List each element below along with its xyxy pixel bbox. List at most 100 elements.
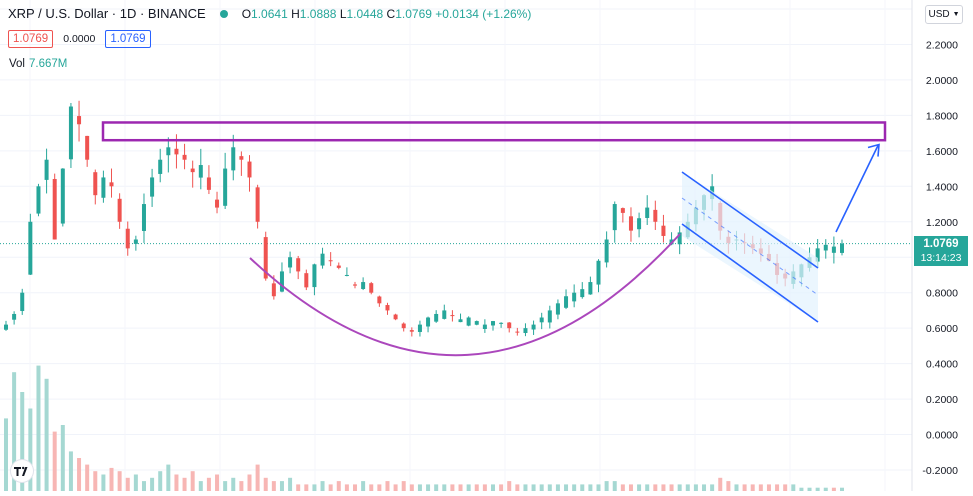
resistance-zone xyxy=(101,121,887,142)
volume-bar xyxy=(661,484,666,491)
candle-body xyxy=(239,156,244,160)
volume-bar xyxy=(409,484,414,491)
candle-body xyxy=(620,208,625,213)
currency-select[interactable]: USD ▼ xyxy=(925,5,963,24)
volume-bar xyxy=(231,477,236,491)
candle-body xyxy=(28,221,33,275)
volume-bar xyxy=(279,481,284,491)
candle-body xyxy=(645,207,650,218)
candle-body xyxy=(296,258,301,272)
volume-bar xyxy=(718,477,723,491)
candle-body xyxy=(588,282,593,295)
volume-bar xyxy=(482,484,487,491)
candle-body xyxy=(247,161,252,178)
volume-bar xyxy=(271,481,276,491)
volume-bar xyxy=(426,484,431,491)
candle-body xyxy=(12,313,17,320)
y-tick-label: 0.4000 xyxy=(926,359,958,371)
symbol-header: XRP / U.S. Dollar · 1D · BINANCE O1.0641… xyxy=(8,6,531,21)
candle-body xyxy=(466,317,471,326)
candle-body xyxy=(815,248,820,262)
sell-price-button[interactable]: 1.0769 xyxy=(8,30,54,48)
candle-body xyxy=(507,322,512,329)
volume-bar xyxy=(531,484,536,491)
candle-body xyxy=(166,147,171,156)
volume-bar xyxy=(507,481,512,491)
candle-body xyxy=(141,204,146,231)
candle-body xyxy=(417,324,422,332)
volume-bar xyxy=(783,484,788,491)
volume-bar xyxy=(645,484,650,491)
candle-body xyxy=(385,305,390,311)
candle-body xyxy=(661,225,666,236)
volume-legend[interactable]: Vol 7.667M xyxy=(9,58,67,70)
volume-bar xyxy=(312,484,317,491)
volume-bar xyxy=(620,484,625,491)
high-value: 1.0888 xyxy=(299,6,337,21)
candle-body xyxy=(474,321,479,325)
volume-bar xyxy=(539,484,544,491)
volume-bar xyxy=(377,484,382,491)
candle-body xyxy=(198,165,203,178)
candle-body xyxy=(304,273,309,288)
volume-bar xyxy=(174,474,179,491)
chevron-down-icon: ▼ xyxy=(952,11,960,18)
volume-bar xyxy=(239,481,244,491)
candle-body xyxy=(450,315,455,317)
candle-body xyxy=(77,116,82,125)
volume-bar xyxy=(815,487,820,491)
volume-bar xyxy=(288,477,293,491)
candle-body xyxy=(109,182,114,187)
status-dot-icon xyxy=(219,9,228,18)
candle-body xyxy=(572,292,577,302)
volume-bar xyxy=(385,481,390,491)
volume-bar xyxy=(685,484,690,491)
volume-bar xyxy=(150,477,155,491)
volume-bar xyxy=(117,471,122,491)
candle-body xyxy=(823,244,828,251)
volume-bar xyxy=(28,408,33,491)
volume-bar xyxy=(840,487,844,491)
volume-bar xyxy=(215,474,220,491)
candle-body xyxy=(150,177,155,197)
last-price-tag: 1.0769 13:14:23 xyxy=(914,236,968,266)
candle-body xyxy=(482,324,487,329)
volume-bar xyxy=(775,484,780,491)
volume-bar xyxy=(60,425,65,491)
buy-price-button[interactable]: 1.0769 xyxy=(105,30,151,48)
candle-body xyxy=(523,328,528,334)
candle-body xyxy=(263,237,268,279)
volume-label: Vol xyxy=(9,58,25,70)
y-tick-label: 0.0000 xyxy=(926,430,958,442)
y-tick-label: 2.2000 xyxy=(926,39,958,51)
candle-body xyxy=(44,159,49,180)
ohlc-readout: O1.0641 H1.0888 L1.0448 C1.0769 +0.0134 … xyxy=(241,6,532,21)
volume-bar xyxy=(580,484,585,491)
volume-bar xyxy=(320,481,325,491)
candle-body xyxy=(36,186,41,214)
y-tick-label: 0.8000 xyxy=(926,288,958,300)
candle-body xyxy=(361,282,366,289)
candle-body xyxy=(426,317,431,327)
candle-body xyxy=(369,283,374,293)
volume-bar xyxy=(198,481,203,491)
volume-bar xyxy=(547,484,552,491)
candle-body xyxy=(117,198,122,222)
candle-body xyxy=(604,239,609,263)
tv-logo-icon[interactable] xyxy=(8,459,36,483)
cup-curve xyxy=(249,233,681,357)
symbol-title[interactable]: XRP / U.S. Dollar · 1D · BINANCE xyxy=(8,6,206,21)
volume-bar xyxy=(353,484,358,491)
volume-bar xyxy=(523,484,528,491)
y-tick-label: 1.6000 xyxy=(926,146,958,158)
candle-body xyxy=(312,264,317,288)
volume-bar xyxy=(263,477,268,491)
volume-bar xyxy=(401,481,406,491)
candle-body xyxy=(60,168,65,224)
open-value: 1.0641 xyxy=(251,6,288,21)
candle-body xyxy=(353,284,358,286)
volume-bar xyxy=(474,484,479,491)
volume-bar xyxy=(799,487,804,491)
